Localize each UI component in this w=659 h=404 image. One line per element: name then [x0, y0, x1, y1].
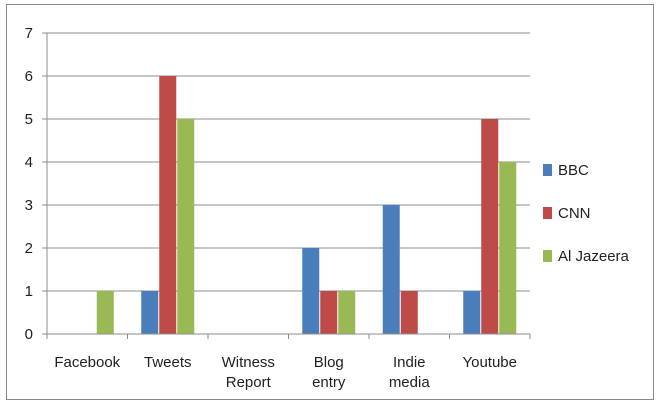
bar-cnn-1 — [159, 76, 177, 334]
bars — [96, 76, 517, 334]
gridlines — [47, 32, 530, 292]
legend-label-al-jazeera: Al Jazeera — [558, 248, 630, 265]
bar-al-jazeera-3 — [338, 291, 356, 334]
legend-label-bbc: BBC — [558, 162, 589, 179]
x-tick-label: Indie — [393, 354, 426, 371]
x-tick-label: Witness — [222, 354, 275, 371]
legend-swatch-al-jazeera — [543, 250, 552, 262]
y-tick-label: 6 — [25, 68, 33, 85]
y-tick-label: 2 — [25, 240, 33, 257]
bar-bbc-3 — [302, 248, 320, 334]
bar-bbc-4 — [382, 205, 400, 334]
legend-swatch-cnn — [543, 207, 552, 219]
legend-swatch-bbc — [543, 164, 552, 176]
y-tick-label: 4 — [25, 154, 33, 171]
y-tick-label: 5 — [25, 111, 33, 128]
x-tick-label: entry — [312, 374, 346, 391]
x-tick-label: Report — [226, 374, 272, 391]
x-tick-label: Tweets — [144, 354, 192, 371]
x-tick-label: Youtube — [462, 354, 517, 371]
bar-al-jazeera-5 — [499, 162, 517, 334]
x-tick-label: Facebook — [54, 354, 120, 371]
legend: BBC CNN Al Jazeera — [543, 162, 630, 265]
bar-bbc-1 — [141, 291, 159, 334]
x-tick-label: Blog — [314, 354, 344, 371]
x-tick-label: media — [389, 374, 431, 391]
bar-al-jazeera-1 — [177, 119, 195, 334]
bar-bbc-5 — [463, 291, 481, 334]
y-tick-label: 0 — [25, 326, 33, 343]
bar-cnn-5 — [481, 119, 499, 334]
legend-label-cnn: CNN — [558, 205, 591, 222]
bar-cnn-4 — [400, 291, 418, 334]
axes: 0 1 2 3 4 5 6 7 Facebook Tweets Witness Report Blog e… — [25, 25, 531, 391]
bar-al-jazeera-0 — [96, 291, 114, 334]
y-tick-label: 3 — [25, 197, 33, 214]
y-tick-label: 7 — [25, 25, 33, 42]
bar-cnn-3 — [320, 291, 338, 334]
y-tick-label: 1 — [25, 283, 33, 300]
